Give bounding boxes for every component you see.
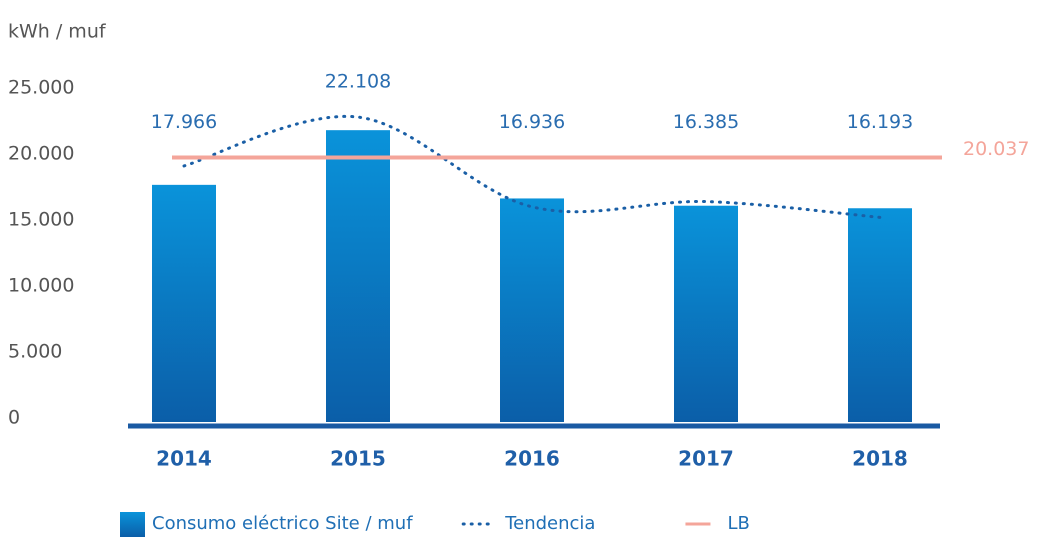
y-tick-label: 25.000 xyxy=(8,77,74,99)
legend-label: LB xyxy=(727,513,749,534)
y-tick-label: 10.000 xyxy=(8,275,74,297)
y-tick-label: 0 xyxy=(8,407,20,429)
x-tick-label: 2014 xyxy=(156,447,212,471)
bar xyxy=(152,184,216,422)
legend-label: Tendencia xyxy=(504,513,595,534)
y-tick-label: 5.000 xyxy=(8,341,62,363)
y-tick-label: 15.000 xyxy=(8,209,74,231)
legend-swatch xyxy=(120,512,145,537)
value-label: 17.966 xyxy=(151,111,217,133)
value-label: 16.936 xyxy=(499,111,565,133)
bar xyxy=(848,208,912,422)
value-label: 22.108 xyxy=(325,71,391,93)
legend-label: Consumo eléctrico Site / muf xyxy=(152,513,413,534)
y-tick-label: 20.000 xyxy=(8,143,74,165)
x-tick-label: 2018 xyxy=(852,447,908,471)
x-tick-label: 2017 xyxy=(678,447,734,471)
value-label: 16.385 xyxy=(673,111,739,133)
bar xyxy=(674,205,738,422)
value-label: 16.193 xyxy=(847,111,913,133)
x-tick-label: 2016 xyxy=(504,447,560,471)
lb-label: 20.037 xyxy=(963,138,1029,160)
bar xyxy=(500,198,564,422)
bar xyxy=(326,130,390,423)
x-tick-label: 2015 xyxy=(330,447,386,471)
y-axis-label: kWh / muf xyxy=(8,21,107,43)
